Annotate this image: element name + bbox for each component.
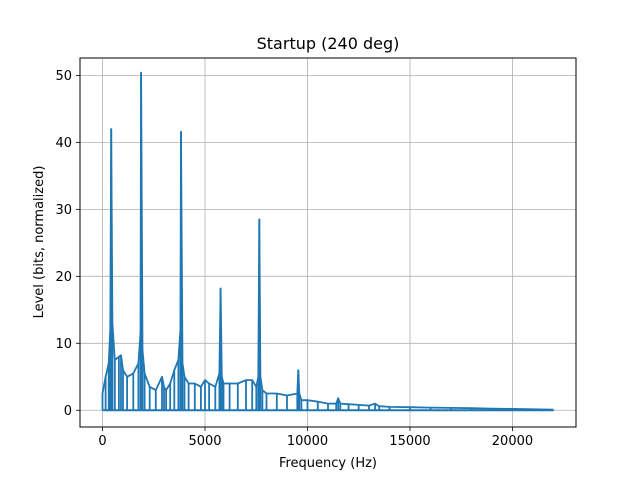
y-tick-label: 10 [55,337,72,352]
series-line-0 [101,71,554,411]
x-tick-label: 5000 [188,434,221,449]
y-tick-label: 20 [55,270,72,285]
x-axis-label: Frequency (Hz) [279,456,377,471]
axis-ticks: 0 5000 10000 15000 20000 0 10 20 30 40 50 [55,69,533,449]
y-tick-label: 30 [55,203,72,218]
y-tick-label: 40 [55,136,72,151]
x-tick-label: 0 [98,434,106,449]
y-tick-label: 0 [64,404,72,419]
y-tick-label: 50 [55,69,72,84]
series-line-0-fill [101,72,555,411]
y-axis-label: Level (bits, normalized) [32,166,47,319]
x-tick-label: 10000 [287,434,328,449]
plot-frame [79,57,577,428]
x-tick-label: 15000 [389,434,430,449]
series-layer [101,71,555,412]
plot-background [80,58,576,427]
chart-title: Startup (240 deg) [257,34,400,53]
x-tick-label: 20000 [492,434,533,449]
